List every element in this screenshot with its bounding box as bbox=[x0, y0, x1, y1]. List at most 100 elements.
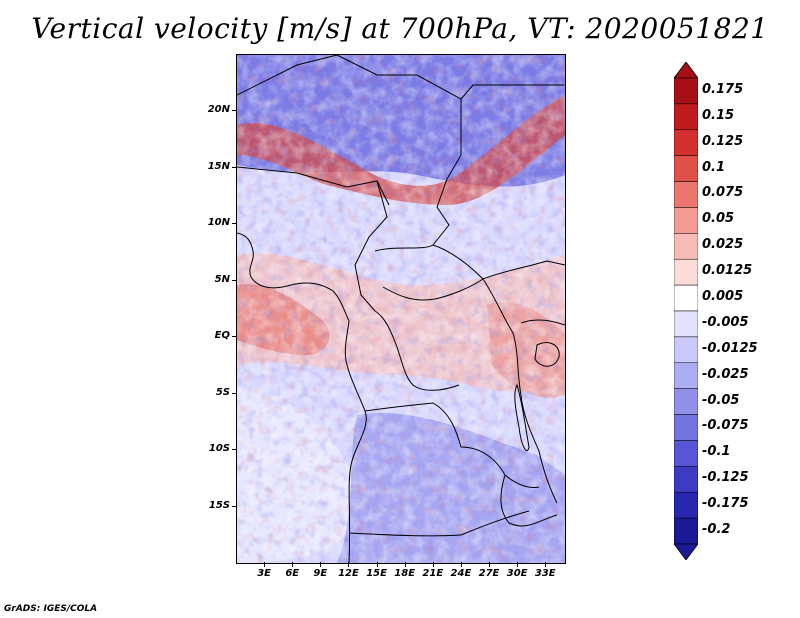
latitude-tick-mark bbox=[232, 392, 237, 394]
longitude-tick-mark bbox=[376, 562, 378, 567]
latitude-tick-label: 5N bbox=[214, 273, 230, 285]
colorbar-swatch bbox=[674, 388, 698, 415]
nigeria-cameroon-border bbox=[354, 180, 388, 312]
longitude-tick-mark bbox=[460, 562, 462, 567]
colorbar-level-label: 0.125 bbox=[702, 133, 744, 149]
colorbar-level-label: -0.175 bbox=[702, 496, 749, 512]
latitude-tick-mark bbox=[232, 110, 237, 112]
lake-tanganyika bbox=[514, 383, 530, 452]
colorbar-level-label: -0.075 bbox=[702, 418, 749, 434]
latitude-tick-mark bbox=[232, 505, 237, 507]
latitude-tick-mark bbox=[232, 336, 237, 338]
colorbar-level-label: -0.125 bbox=[702, 470, 749, 486]
latitude-tick-mark bbox=[232, 223, 237, 225]
longitude-tick-label: 30E bbox=[506, 568, 528, 579]
map-title: Vertical velocity [m/s] at 700hPa, VT: 2… bbox=[31, 12, 769, 45]
colorbar-swatch bbox=[674, 284, 698, 312]
colorbar-swatch bbox=[674, 258, 698, 286]
latitude-tick-mark bbox=[232, 449, 237, 451]
colorbar-swatch bbox=[674, 233, 698, 260]
colorbar-level-label: -0.005 bbox=[702, 314, 749, 330]
country-borders bbox=[237, 55, 565, 563]
colorbar-swatch bbox=[674, 181, 698, 208]
colorbar-swatch bbox=[674, 414, 698, 441]
latitude-tick-label: 20N bbox=[207, 104, 230, 116]
colorbar-level-label: 0.05 bbox=[702, 211, 735, 227]
colorbar-swatch bbox=[674, 362, 698, 389]
sudan-egypt-border bbox=[460, 84, 565, 100]
longitude-tick-label: 33E bbox=[534, 568, 556, 579]
longitude-tick-mark bbox=[404, 562, 406, 567]
grads-credit: GrADS: IGES/COLA bbox=[4, 604, 98, 614]
colorbar-swatch bbox=[674, 517, 698, 545]
colorbar-swatch bbox=[674, 207, 698, 234]
colorbar-level-label: 0.025 bbox=[702, 237, 744, 253]
libya-algeria-border bbox=[237, 55, 338, 96]
drc-angola-border bbox=[364, 402, 540, 488]
latitude-tick-label: 15N bbox=[207, 160, 230, 172]
latitude-tick-label: 10S bbox=[208, 443, 230, 455]
longitude-tick-mark bbox=[292, 562, 294, 567]
latitude-tick-label: 10N bbox=[207, 217, 230, 229]
longitude-tick-label: 12E bbox=[338, 568, 359, 579]
colorbar-level-label: 0.0125 bbox=[702, 263, 753, 279]
colorbar-swatch bbox=[674, 155, 698, 182]
zambia-borders bbox=[500, 474, 558, 527]
colorbar-level-label: -0.1 bbox=[702, 444, 731, 460]
colorbar-swatch bbox=[674, 466, 698, 493]
chad-sudan-border bbox=[432, 154, 462, 246]
longitude-tick-label: 3E bbox=[257, 568, 271, 579]
colorbar-swatch bbox=[674, 310, 698, 338]
longitude-tick-mark bbox=[264, 562, 266, 567]
vertical-velocity-map bbox=[237, 55, 565, 563]
uganda-kenya-border bbox=[520, 319, 565, 326]
chad-northern-border bbox=[336, 55, 462, 155]
longitude-tick-mark bbox=[432, 562, 434, 567]
colorbar-level-label: -0.0125 bbox=[702, 340, 758, 356]
colorbar-swatch bbox=[674, 491, 698, 519]
colorbar-level-label: 0.075 bbox=[702, 185, 744, 201]
latitude-tick-label: 15S bbox=[208, 499, 230, 511]
colorbar-level-label: 0.1 bbox=[702, 159, 726, 175]
colorbar-level-label: 0.175 bbox=[702, 81, 744, 97]
niger-chad-border bbox=[237, 166, 390, 206]
longitude-tick-label: 15E bbox=[366, 568, 387, 579]
longitude-tick-mark bbox=[320, 562, 322, 567]
colorbar-bottom-arrow bbox=[674, 543, 698, 560]
congo-drc-border bbox=[374, 310, 460, 391]
longitude-tick-mark bbox=[348, 562, 350, 567]
colorbar-swatch bbox=[674, 336, 698, 364]
longitude-tick-label: 21E bbox=[422, 568, 444, 579]
colorbar-swatch bbox=[674, 440, 698, 467]
longitude-tick-mark bbox=[545, 562, 547, 567]
angola-namibia-border bbox=[348, 510, 530, 537]
colorbar bbox=[674, 62, 698, 560]
west-africa-coastline bbox=[237, 232, 350, 322]
drc-east-border bbox=[482, 278, 558, 504]
latitude-tick-mark bbox=[232, 166, 237, 168]
colorbar-swatch bbox=[674, 129, 698, 156]
longitude-tick-mark bbox=[517, 562, 519, 567]
latitude-tick-label: 5S bbox=[215, 386, 230, 398]
colorbar-swatch bbox=[674, 77, 698, 105]
longitude-tick-label: 18E bbox=[394, 568, 416, 579]
longitude-tick-label: 9E bbox=[313, 568, 328, 579]
colorbar-level-label: -0.2 bbox=[702, 522, 731, 537]
longitude-tick-label: 27E bbox=[478, 568, 500, 579]
latitude-tick-mark bbox=[232, 279, 237, 281]
colorbar-level-label: -0.05 bbox=[702, 392, 740, 408]
colorbar-level-label: -0.025 bbox=[702, 366, 749, 382]
colorbar-level-label: 0.005 bbox=[702, 289, 744, 304]
south-sudan-border bbox=[482, 260, 565, 280]
latitude-tick-label: EQ bbox=[214, 330, 230, 342]
colorbar-swatch bbox=[674, 103, 698, 131]
map-panel bbox=[236, 54, 566, 564]
longitude-tick-label: 24E bbox=[450, 568, 472, 579]
field-texture-red bbox=[237, 55, 565, 563]
colorbar-top-arrow bbox=[674, 62, 698, 79]
lake-victoria bbox=[534, 342, 560, 367]
longitude-tick-label: 6E bbox=[285, 568, 300, 579]
longitude-tick-mark bbox=[489, 562, 491, 567]
colorbar-level-label: 0.15 bbox=[702, 107, 735, 123]
